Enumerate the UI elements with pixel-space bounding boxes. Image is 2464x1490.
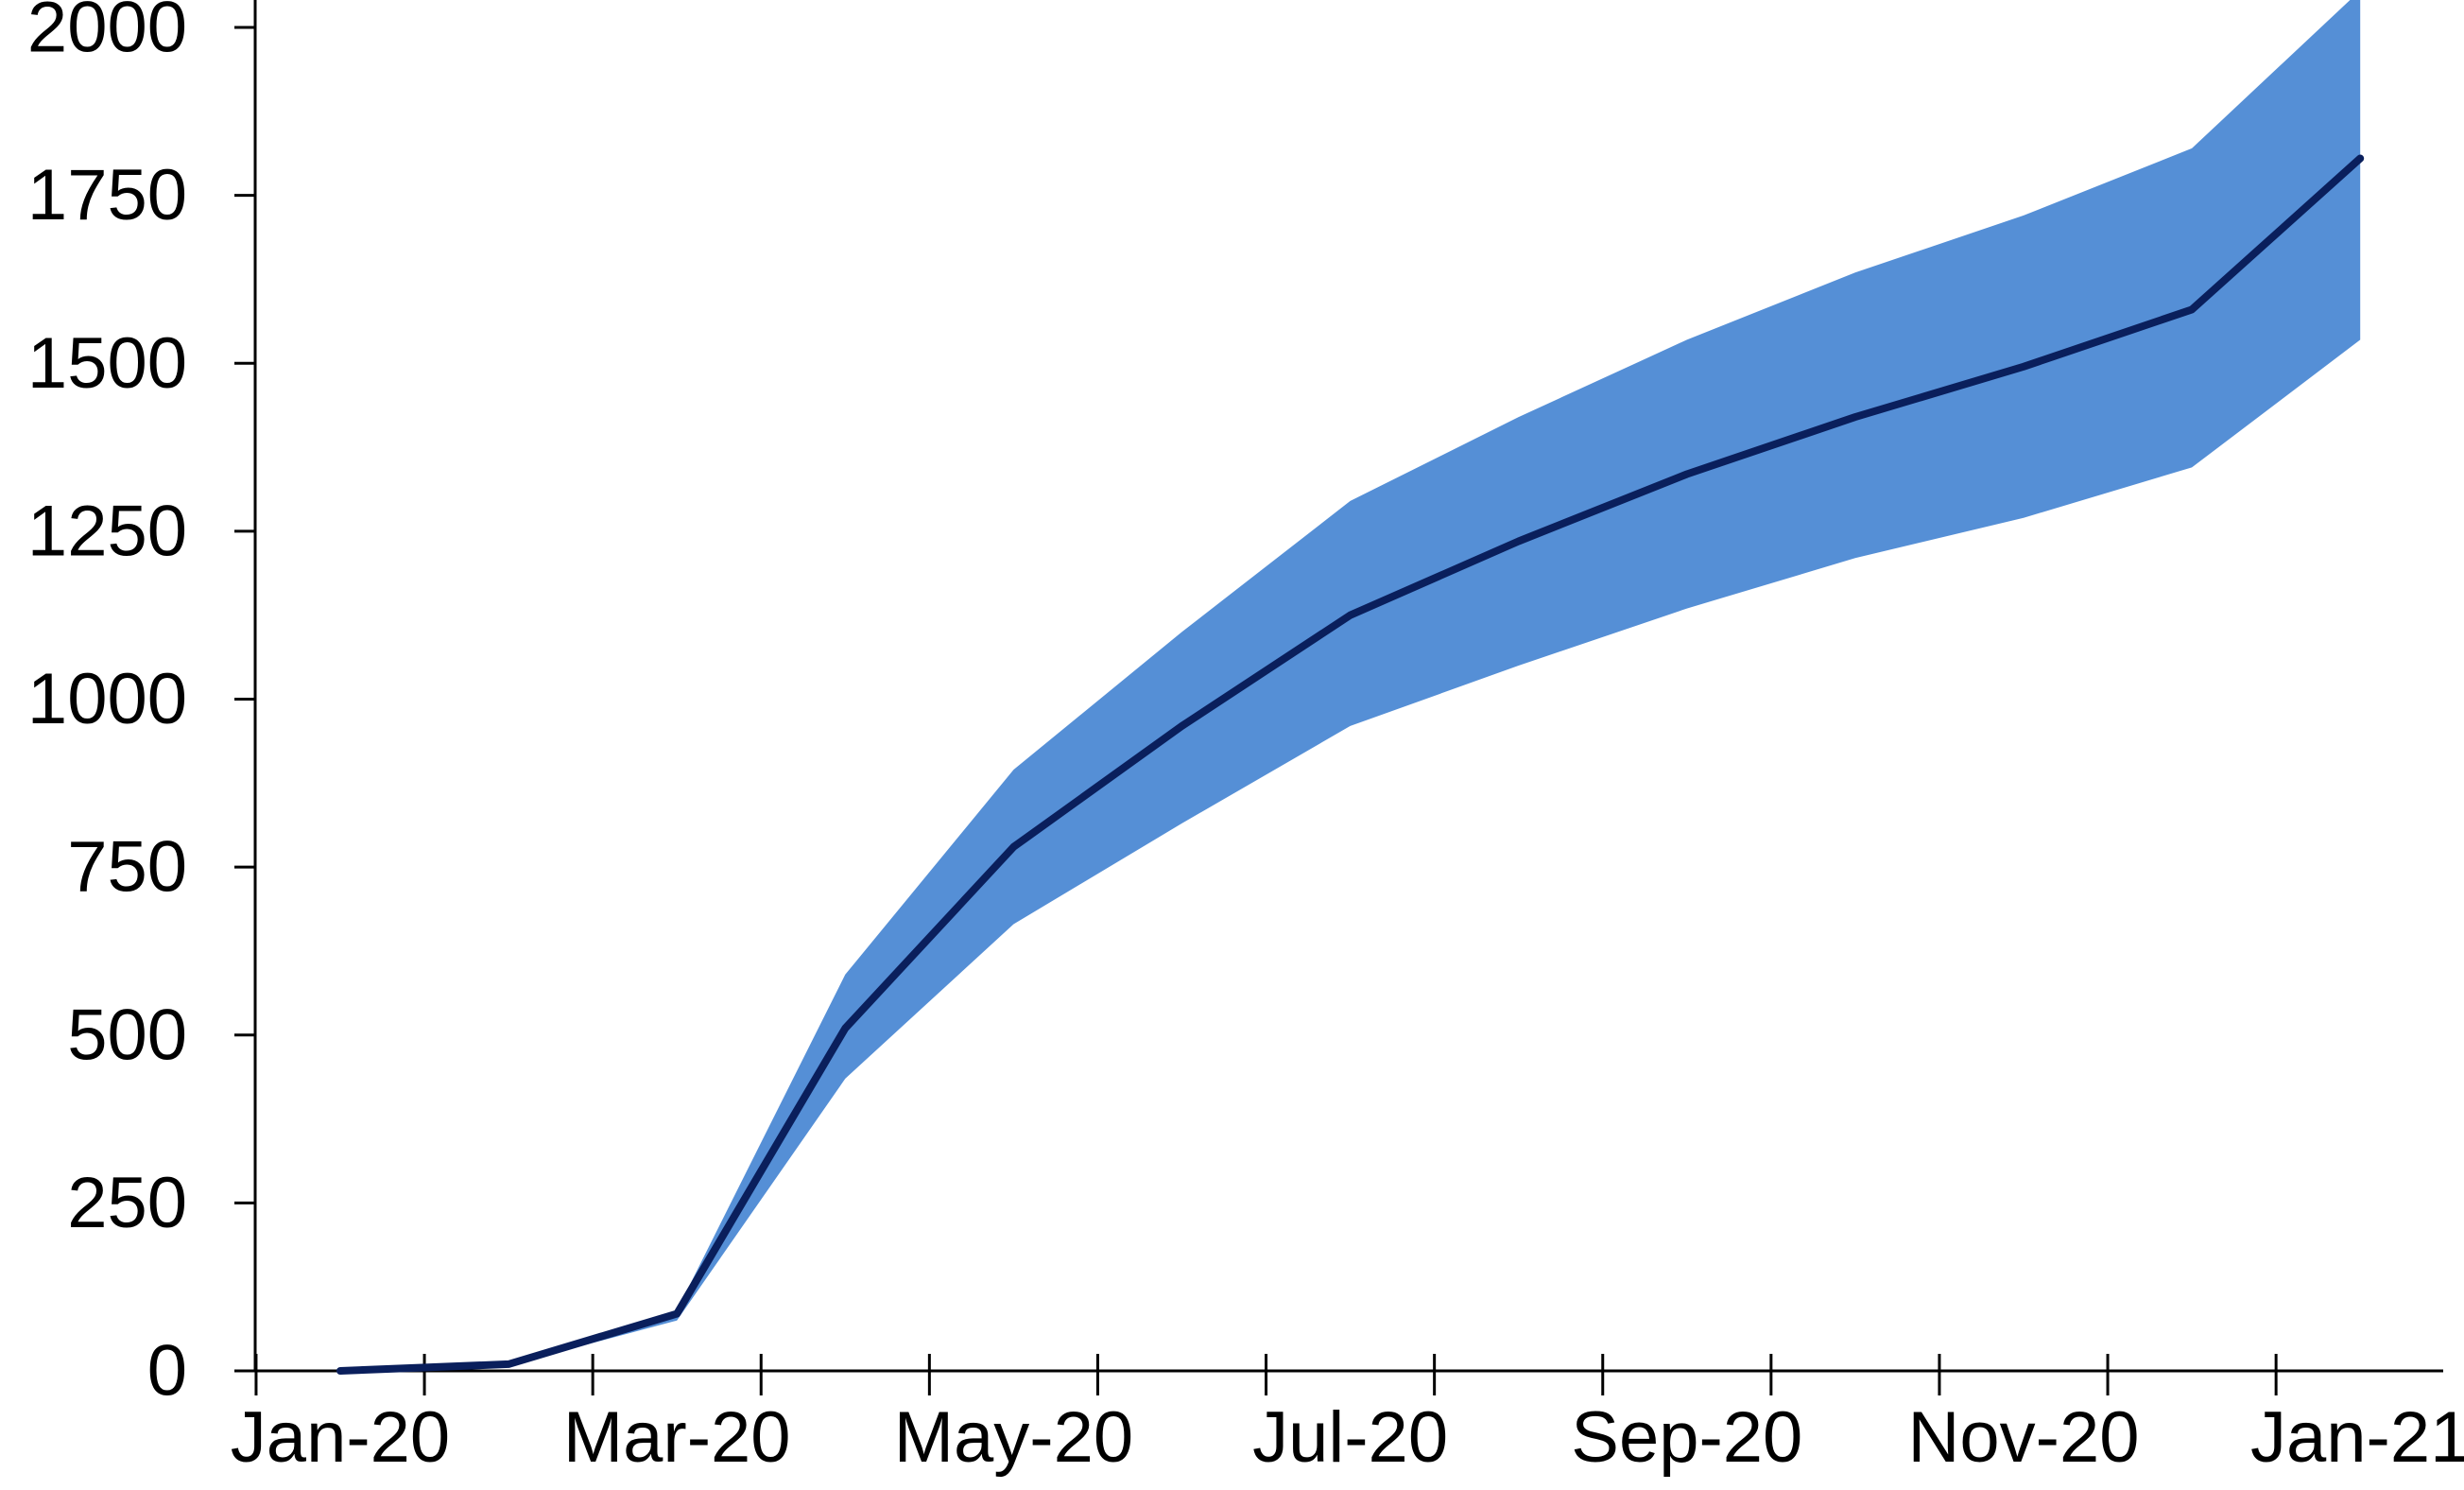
axes: [234, 0, 2443, 1395]
x-tick-label: Sep-20: [1571, 1397, 1802, 1478]
y-tick-label: 1250: [27, 491, 187, 571]
y-tick-label: 1500: [27, 323, 187, 404]
y-tick-label: 1000: [27, 659, 187, 739]
y-tick-label: 1750: [27, 155, 187, 235]
x-tick-label: May-20: [894, 1397, 1133, 1478]
tick-labels: 0 250 500 750 1000 1250 1500 1750 2000 Jan-20 Mar-…: [27, 0, 2464, 1478]
band-area: [340, 0, 2361, 1371]
y-tick-label: 500: [67, 995, 187, 1075]
x-tick-label: Jan-20: [231, 1397, 450, 1478]
central-estimate-line: [336, 154, 2365, 1375]
x-tick-label: Mar-20: [563, 1397, 791, 1478]
x-tick-label: Jan-21: [2250, 1397, 2464, 1478]
y-tick-label: 250: [67, 1163, 187, 1243]
x-tick-label: Jul-20: [1252, 1397, 1448, 1478]
y-tick-label: 0: [147, 1331, 187, 1412]
uncertainty-band: [340, 0, 2361, 1371]
y-tick-label: 2000: [27, 0, 187, 68]
x-tick-label: Nov-20: [1908, 1397, 2140, 1478]
y-tick-label: 750: [67, 827, 187, 908]
central-line: [336, 154, 2365, 1375]
